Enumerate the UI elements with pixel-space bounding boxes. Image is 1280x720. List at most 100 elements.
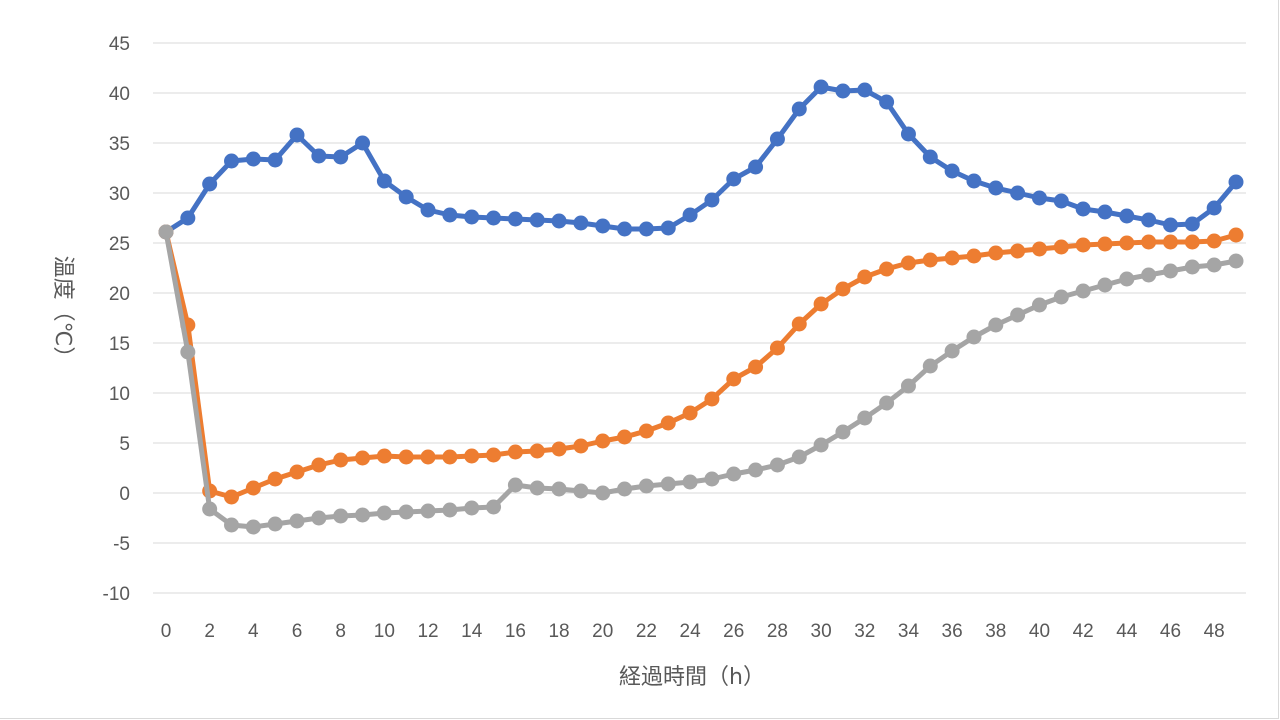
x-tick-label: 44 xyxy=(1116,621,1138,642)
series-2-point xyxy=(966,248,982,264)
series-1-point xyxy=(748,159,764,175)
x-tick-label: 22 xyxy=(636,621,657,642)
series-3-point xyxy=(1010,307,1026,323)
series-2-point xyxy=(638,423,654,439)
series-3-point xyxy=(1031,297,1047,313)
gridlines xyxy=(153,42,1246,594)
x-tick-label: 48 xyxy=(1204,621,1225,642)
series-1-point xyxy=(704,192,720,208)
series-2-point xyxy=(704,391,720,407)
series-3-point xyxy=(879,395,895,411)
series-2-point xyxy=(1141,234,1157,250)
x-tick-label: 34 xyxy=(898,621,920,642)
series-3-point xyxy=(289,513,305,529)
series-2-point xyxy=(748,359,764,375)
x-tick-label: 40 xyxy=(1029,621,1050,642)
x-tick-label: 26 xyxy=(723,621,744,642)
series-1-point xyxy=(1119,208,1135,224)
series-3-point xyxy=(1119,271,1135,287)
x-tick-label: 14 xyxy=(461,621,483,642)
series-2-point xyxy=(442,449,458,465)
series-2-point xyxy=(900,255,916,271)
x-tick-label: 0 xyxy=(161,621,172,642)
x-tick-label: 42 xyxy=(1073,621,1094,642)
series-3-point xyxy=(202,501,218,517)
series-3-point xyxy=(988,317,1004,333)
x-tick-label: 38 xyxy=(985,621,1006,642)
series-3 xyxy=(158,224,1244,535)
series-1-point xyxy=(988,180,1004,196)
series-1-point xyxy=(1162,217,1178,233)
series-2-point xyxy=(551,441,567,457)
series-2-point xyxy=(879,261,895,277)
series-2-point xyxy=(1228,227,1244,243)
series-1-point xyxy=(398,189,414,205)
series-1-point xyxy=(1075,201,1091,217)
series-3-point xyxy=(1184,259,1200,275)
series-1-point xyxy=(311,148,327,164)
series-1-point xyxy=(376,173,392,189)
series-3-line xyxy=(163,229,1239,530)
series-1-point xyxy=(486,210,502,226)
y-tick-label: 0 xyxy=(119,484,130,505)
series-3-point xyxy=(748,462,764,478)
series-3-point xyxy=(682,474,698,490)
series-1-point xyxy=(660,220,676,236)
x-tick-label: 30 xyxy=(811,621,832,642)
series-1-point xyxy=(573,215,589,231)
series-3-point xyxy=(355,507,371,523)
series-1-point xyxy=(551,213,567,229)
series-3-point xyxy=(900,378,916,394)
series-1-point xyxy=(224,153,240,169)
series-2-point xyxy=(245,480,261,496)
series-3-point xyxy=(660,476,676,492)
series-2-point xyxy=(289,464,305,480)
series-2-point xyxy=(835,281,851,297)
series-3-point xyxy=(944,343,960,359)
series-1-point xyxy=(966,173,982,189)
series-2-point xyxy=(1010,243,1026,259)
y-tick-label: -10 xyxy=(103,584,130,605)
series-3-point xyxy=(1162,263,1178,279)
series-2-point xyxy=(333,452,349,468)
series-2-line xyxy=(163,229,1239,500)
series-3-point xyxy=(791,449,807,465)
series-2-point xyxy=(660,415,676,431)
y-tick-label: -5 xyxy=(113,534,130,555)
series-1-point xyxy=(1053,193,1069,209)
y-tick-label: 15 xyxy=(109,334,130,355)
series-3-point xyxy=(573,483,589,499)
series-3-point xyxy=(966,329,982,345)
series-2-point xyxy=(944,250,960,266)
series-1-point xyxy=(726,171,742,187)
y-tick-label: 30 xyxy=(109,184,130,205)
series-1-point xyxy=(180,210,196,226)
x-tick-label: 36 xyxy=(942,621,963,642)
series-1-point xyxy=(857,82,873,98)
series-2-point xyxy=(1162,234,1178,250)
x-tick-label: 32 xyxy=(854,621,875,642)
x-tick-label: 8 xyxy=(335,621,346,642)
series-2-point xyxy=(398,449,414,465)
series-1-point xyxy=(617,221,633,237)
series-3-point xyxy=(704,471,720,487)
series-3-point xyxy=(1053,289,1069,305)
series-3-point xyxy=(442,502,458,518)
series-2-point xyxy=(1119,235,1135,251)
series-1-point xyxy=(333,149,349,165)
y-tick-label: 10 xyxy=(109,384,130,405)
series-2-point xyxy=(1206,233,1222,249)
series-1-point xyxy=(791,101,807,117)
series-2-point xyxy=(420,449,436,465)
x-tick-label: 28 xyxy=(767,621,788,642)
series-2-point xyxy=(267,471,283,487)
series-1-point xyxy=(1031,190,1047,206)
series-1-point xyxy=(813,79,829,95)
series-3-point xyxy=(464,500,480,516)
x-tick-label: 4 xyxy=(248,621,259,642)
series-2-point xyxy=(682,405,698,421)
series-2 xyxy=(158,224,1244,505)
x-tick-label: 6 xyxy=(292,621,303,642)
series-3-point xyxy=(1075,283,1091,299)
